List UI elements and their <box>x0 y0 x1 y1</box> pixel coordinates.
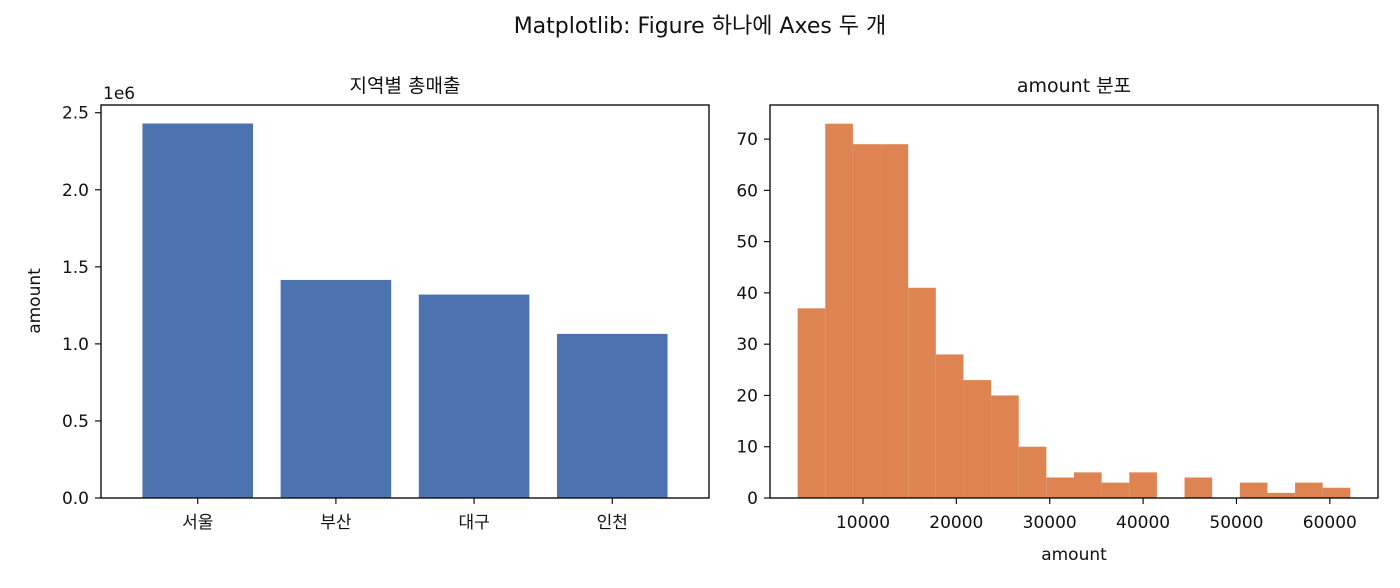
bar-chart-y-axis-label: amount <box>25 268 45 334</box>
histogram-bar <box>1018 446 1047 498</box>
x-tick-label: 부산 <box>320 513 352 533</box>
y-tick-label: 2.5 <box>62 104 89 124</box>
histogram-bar <box>1184 477 1213 498</box>
bar-chart-title: 지역별 총매출 <box>350 75 461 97</box>
histogram-bar <box>963 380 992 498</box>
histogram-bar <box>797 308 826 498</box>
y-tick-label: 20 <box>736 386 758 406</box>
histogram-bar <box>1295 482 1323 498</box>
histogram-bar <box>1074 472 1102 498</box>
histogram-bar <box>1046 477 1074 498</box>
histogram-x-axis-label: amount <box>1041 545 1107 565</box>
x-tick-label: 40000 <box>1116 513 1170 533</box>
bar-chart-axes: 지역별 총매출 1e6 amount 서울 부산 대구 인천 0.0 0.5 1.0 1.5 2… <box>25 75 710 533</box>
histogram-bar <box>935 354 964 498</box>
bar <box>280 279 392 498</box>
bar <box>557 333 668 498</box>
y-tick-label: 0 <box>747 489 758 509</box>
histogram-bar <box>1101 482 1130 498</box>
figure-suptitle: Matplotlib: Figure 하나에 Axes 두 개 <box>514 14 887 39</box>
x-tick-label: 60000 <box>1303 513 1357 533</box>
histogram-bar <box>991 395 1019 498</box>
y-tick-label: 1.5 <box>62 258 89 278</box>
bar-chart-frame <box>100 104 710 499</box>
histogram-bar <box>852 144 881 499</box>
x-tick-label: 대구 <box>458 513 489 533</box>
x-tick-label: 50000 <box>1209 513 1263 533</box>
y-tick-label: 0.0 <box>62 489 89 509</box>
bar <box>418 294 530 498</box>
y-tick-label: 0.5 <box>62 412 89 432</box>
x-tick-label: 10000 <box>836 513 890 533</box>
histogram-bar <box>908 287 936 498</box>
histogram-bar <box>825 123 853 498</box>
histogram-bar <box>1129 472 1157 498</box>
histogram-axes: amount 분포 amount 10000 20000 30000 40000 500… <box>736 75 1379 565</box>
histogram-bar <box>1267 492 1296 498</box>
y-tick-label: 30 <box>736 335 758 355</box>
histogram-bar <box>1322 487 1351 498</box>
x-tick-label: 30000 <box>1023 513 1077 533</box>
y-tick-label: 40 <box>736 284 758 304</box>
histogram-title: amount 분포 <box>1017 75 1131 97</box>
histogram-frame <box>769 104 1379 499</box>
histogram-bar <box>1239 482 1268 498</box>
y-tick-label: 1.0 <box>62 335 89 355</box>
y-tick-label: 50 <box>736 233 758 253</box>
x-tick-label: 20000 <box>929 513 983 533</box>
bar-chart-offset-label: 1e6 <box>103 84 135 104</box>
y-tick-label: 10 <box>736 438 758 458</box>
x-tick-label: 서울 <box>182 513 213 533</box>
y-tick-label: 2.0 <box>62 181 89 201</box>
histogram-bar <box>880 144 909 499</box>
bar <box>142 123 253 499</box>
x-tick-label: 인천 <box>597 513 628 533</box>
y-tick-label: 60 <box>736 181 758 201</box>
y-tick-label: 70 <box>736 130 758 150</box>
